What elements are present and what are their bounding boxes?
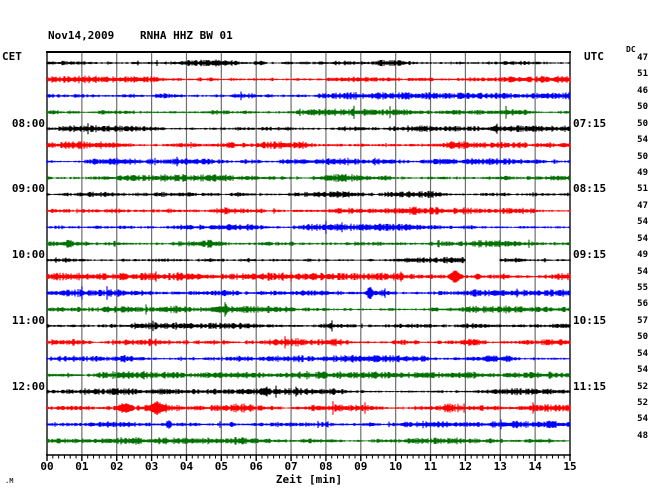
seismic-trace-18	[46, 354, 571, 363]
dc-column-header: DC	[626, 45, 636, 54]
seismic-trace-9	[46, 206, 571, 215]
seismic-trace-14	[46, 286, 571, 300]
left-axis-header: CET	[2, 50, 22, 63]
x-axis-label: Zeit [min]	[275, 473, 343, 486]
seismic-trace-23	[46, 437, 571, 445]
seismic-trace-1	[46, 75, 571, 84]
seismic-trace-5	[46, 141, 571, 150]
seismic-trace-16	[46, 320, 571, 332]
seismic-trace-21	[46, 401, 571, 415]
right-axis-header: UTC	[584, 50, 604, 63]
seismic-trace-11	[46, 239, 571, 248]
seismic-trace-3	[46, 105, 571, 119]
seismic-trace-6	[46, 156, 571, 167]
seismic-trace-17	[46, 336, 571, 349]
seismic-trace-10	[46, 220, 571, 234]
seismic-trace-20	[46, 385, 571, 398]
seismic-trace-19	[46, 370, 571, 380]
seismic-trace-7	[46, 174, 571, 182]
seismic-trace-0	[46, 59, 571, 67]
seismic-trace-15	[46, 302, 571, 317]
seismic-trace-2	[46, 91, 571, 101]
seismic-trace-8	[46, 190, 571, 198]
seismic-trace-22	[46, 419, 571, 430]
seismic-trace-4	[46, 123, 571, 135]
seismic-trace-12	[46, 256, 571, 264]
title-date: Nov14,2009	[48, 29, 115, 42]
seismic-trace-13	[46, 270, 571, 283]
watermark: .M	[5, 477, 14, 485]
title-station: RNHA HHZ BW 01	[140, 29, 233, 42]
